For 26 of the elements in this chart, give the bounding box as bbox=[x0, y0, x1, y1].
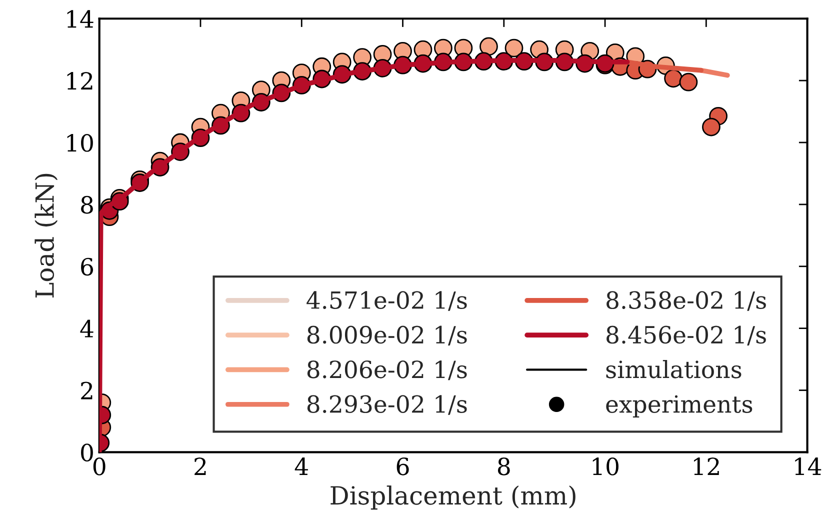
y-tick-label: 0 bbox=[81, 444, 93, 462]
legend-label: 8.358e-02 1/s bbox=[606, 291, 766, 311]
x-tick-label: 0 bbox=[93, 457, 106, 476]
x-axis-title: Displacement (mm) bbox=[330, 485, 576, 510]
x-tick-label: 4 bbox=[294, 457, 308, 475]
x-tick-label: 12 bbox=[694, 457, 719, 475]
y-tick-label: 14 bbox=[67, 10, 94, 28]
y-tick-label: 4 bbox=[80, 320, 94, 338]
y-tick-label: 8 bbox=[81, 196, 93, 214]
y-tick-label: 10 bbox=[67, 134, 93, 152]
x-tick-label: 8 bbox=[498, 457, 510, 476]
x-tick-label: 2 bbox=[194, 457, 206, 475]
y-axis-title: Load (kN) bbox=[34, 174, 58, 298]
annotation: experiments bbox=[606, 395, 752, 418]
x-tick-label: 14 bbox=[795, 457, 822, 475]
legend-label: 8.206e-02 1/s bbox=[307, 360, 467, 380]
legend-label: 8.456e-02 1/s bbox=[606, 326, 766, 346]
y-tick-label: 2 bbox=[81, 382, 92, 400]
legend-label: 8.293e-02 1/s bbox=[307, 395, 467, 415]
legend-label: 8.009e-02 1/s bbox=[307, 326, 467, 346]
x-tick-label: 10 bbox=[592, 457, 618, 476]
y-tick-label: 6 bbox=[81, 258, 94, 276]
x-tick-label: 6 bbox=[396, 457, 409, 476]
legend-label: 4.571e-02 1/s bbox=[306, 291, 467, 311]
annotation: simulations bbox=[606, 360, 742, 378]
y-tick-label: 12 bbox=[67, 72, 92, 90]
